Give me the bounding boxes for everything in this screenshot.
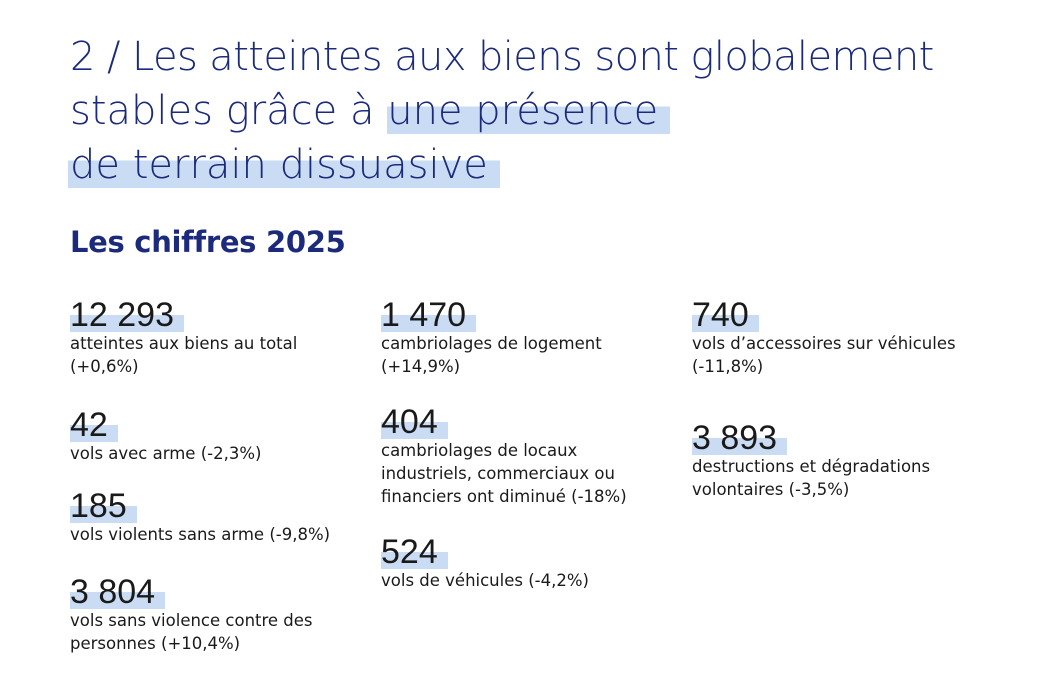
stat-number: 524 xyxy=(381,535,448,569)
stat-vandalism: 3 893 destructions et dégradations volon… xyxy=(692,421,1012,501)
stat-label: atteintes aux biens au total (+0,6%) xyxy=(70,334,298,376)
title-line-2-text: stables grâce à xyxy=(70,88,388,134)
stat-label: vols violents sans arme (-9,8%) xyxy=(70,525,331,544)
stat-label: vols d’accessoires sur véhicules (-11,8%… xyxy=(692,334,956,376)
title-highlight-2: de terrain dissuasive xyxy=(68,142,500,188)
stat-home-burglaries: 1 470 cambriolages de logement (+14,9%) xyxy=(381,298,671,378)
title-line-2: stables grâce à une présence xyxy=(70,84,1020,138)
stat-label: destructions et dégradations volontaires… xyxy=(692,457,931,499)
title-line-1: 2 / Les atteintes aux biens sont globale… xyxy=(70,34,934,80)
stat-vehicle-accessory-thefts: 740 vols d’accessoires sur véhicules (-1… xyxy=(692,298,1012,378)
stat-violent-thefts-unarmed: 185 vols violents sans arme (-9,8%) xyxy=(70,489,370,546)
stat-vehicle-thefts: 524 vols de véhicules (-4,2%) xyxy=(381,535,671,592)
title-line-3: de terrain dissuasive xyxy=(68,138,1020,192)
stat-number: 740 xyxy=(692,298,759,332)
stat-label: cambriolages de logement (+14,9%) xyxy=(381,334,602,376)
stat-number: 42 xyxy=(70,408,118,442)
title-highlight-1: une présence xyxy=(387,88,671,134)
stat-number: 404 xyxy=(381,405,448,439)
stat-number: 3 893 xyxy=(692,421,788,455)
stat-total-property-offences: 12 293 atteintes aux biens au total (+0,… xyxy=(70,298,370,378)
stat-number: 3 804 xyxy=(70,575,166,609)
stat-armed-thefts: 42 vols avec arme (-2,3%) xyxy=(70,408,370,465)
stat-number: 1 470 xyxy=(381,298,477,332)
stat-label: vols sans violence contre des personnes … xyxy=(70,611,313,653)
stat-number: 185 xyxy=(70,489,137,523)
section-subtitle: Les chiffres 2025 xyxy=(70,225,346,259)
page-title: 2 / Les atteintes aux biens sont globale… xyxy=(68,30,1020,192)
stat-label: cambriolages de locaux industriels, comm… xyxy=(381,441,627,506)
stat-number: 12 293 xyxy=(70,298,184,332)
stat-business-burglaries: 404 cambriolages de locaux industriels, … xyxy=(381,405,671,508)
stat-label: vols de véhicules (-4,2%) xyxy=(381,571,589,590)
stat-label: vols avec arme (-2,3%) xyxy=(70,444,262,463)
stat-nonviolent-thefts: 3 804 vols sans violence contre des pers… xyxy=(70,575,370,655)
